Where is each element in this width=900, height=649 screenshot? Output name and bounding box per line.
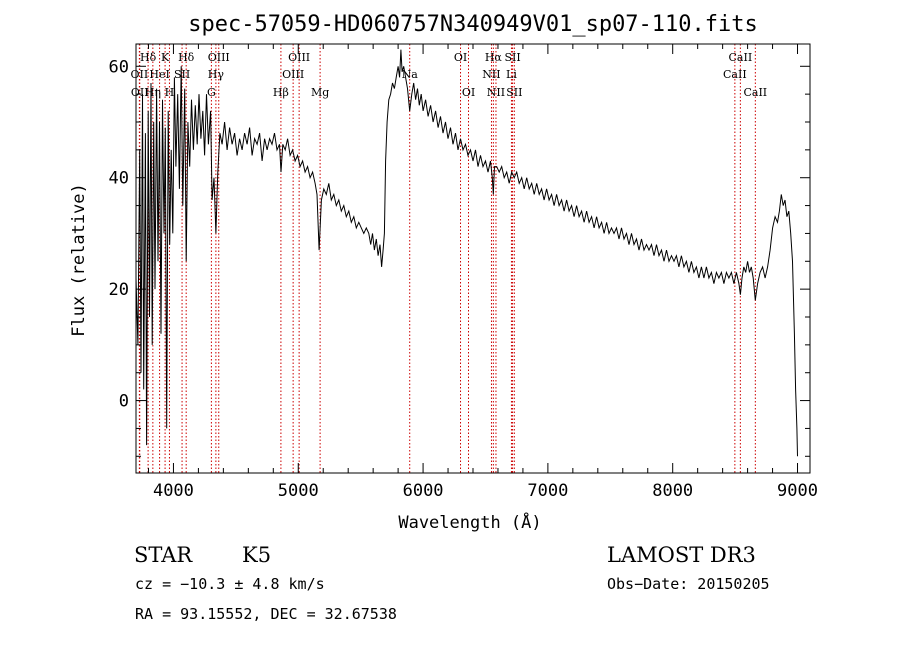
line-label-26: CaII bbox=[723, 68, 747, 81]
line-label-8: SII bbox=[174, 68, 190, 81]
x-tick-label-1: 5000 bbox=[278, 481, 319, 501]
survey-name: LAMOST DR3 bbox=[607, 543, 756, 567]
line-label-10: Hγ bbox=[208, 68, 225, 81]
chart-title: spec-57059-HD060757N340949V01_sp07-110.f… bbox=[188, 12, 758, 37]
y-axis-label: Flux (relative) bbox=[69, 183, 89, 337]
plot-frame bbox=[135, 43, 811, 474]
line-label-5: HeI bbox=[149, 68, 169, 81]
line-label-20: NII bbox=[482, 68, 500, 81]
x-axis-label: Wavelength (Å) bbox=[398, 511, 541, 533]
y-tick-label-0: 0 bbox=[119, 392, 129, 412]
line-label-9: OIII bbox=[208, 51, 230, 64]
y-tick-label-3: 60 bbox=[109, 57, 129, 77]
line-label-1: OII bbox=[131, 68, 149, 81]
y-tick-label-2: 40 bbox=[109, 169, 129, 189]
line-label-15: Mg bbox=[311, 86, 329, 99]
line-label-23: Li bbox=[506, 68, 517, 81]
line-label-17: OI bbox=[454, 51, 467, 64]
line-label-22: SII bbox=[504, 51, 520, 64]
line-label-12: Hβ bbox=[273, 86, 289, 99]
line-label-3: Hη bbox=[145, 86, 161, 99]
x-tick-label-2: 6000 bbox=[403, 481, 444, 501]
line-label-14: OIII bbox=[282, 68, 304, 81]
redshift-cz: cz = −10.3 ± 4.8 km/s bbox=[135, 575, 325, 593]
axis-tick-labels: 4000 5000 6000 7000 8000 9000 0 20 40 60 bbox=[109, 57, 818, 501]
line-label-0: Hδ bbox=[140, 51, 157, 64]
line-label-13: OIII bbox=[288, 51, 310, 64]
x-tick-label-0: 4000 bbox=[153, 481, 194, 501]
x-tick-label-5: 9000 bbox=[777, 481, 818, 501]
object-class: STAR bbox=[134, 543, 193, 567]
line-label-4: K bbox=[161, 51, 170, 64]
subclass: K5 bbox=[242, 543, 271, 567]
axis-ticks bbox=[136, 44, 810, 473]
line-label-19: Hα bbox=[485, 51, 503, 64]
line-label-21: NII bbox=[487, 86, 505, 99]
line-label-6: H bbox=[165, 86, 175, 99]
line-label-27: CaII bbox=[743, 86, 767, 99]
line-label-18: OI bbox=[462, 86, 475, 99]
x-tick-label-3: 7000 bbox=[527, 481, 568, 501]
line-label-7: Hδ bbox=[178, 51, 195, 64]
line-label-25: CaII bbox=[729, 51, 753, 64]
line-label-11: G bbox=[207, 86, 216, 99]
obs-date: Obs−Date: 20150205 bbox=[607, 575, 770, 593]
line-label-24: SII bbox=[506, 86, 522, 99]
spectral-line-markers bbox=[138, 44, 756, 473]
coordinates: RA = 93.15552, DEC = 32.67538 bbox=[135, 605, 397, 623]
y-tick-label-1: 20 bbox=[109, 280, 129, 300]
x-tick-label-4: 8000 bbox=[652, 481, 693, 501]
spectrum-series-line bbox=[135, 49, 798, 457]
line-label-2: OII bbox=[131, 86, 149, 99]
